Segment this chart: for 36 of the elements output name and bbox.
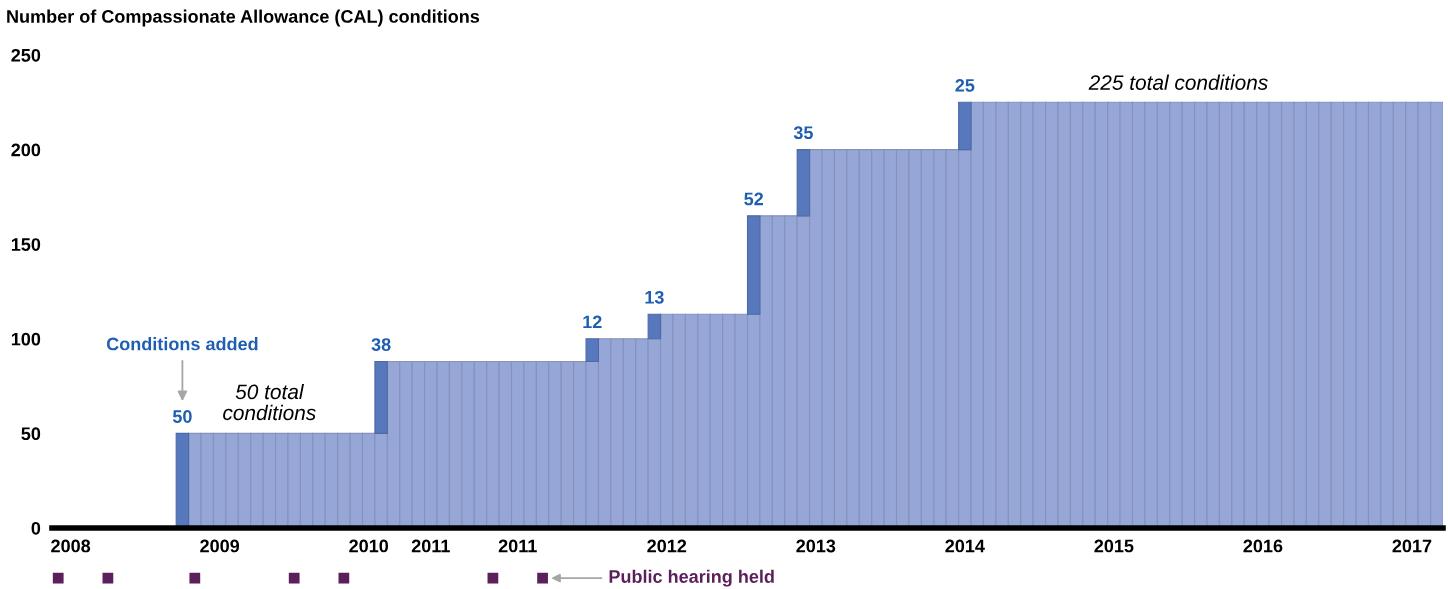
data-label: 50 (172, 410, 192, 423)
y-tick-label: 100 (11, 332, 41, 346)
x-tick-label: 2015 (1094, 539, 1134, 553)
x-tick-label: 2011 (498, 539, 537, 553)
data-label: 35 (793, 126, 813, 140)
x-tick-label: 2012 (647, 539, 687, 553)
x-tick-label: 2011 (411, 539, 450, 553)
y-tick-label: 200 (11, 143, 41, 157)
bar (958, 101, 972, 151)
annotation: 50 total conditions (223, 383, 316, 421)
annotation: Conditions added (106, 337, 258, 351)
bar (746, 215, 761, 315)
data-label: 25 (955, 79, 975, 92)
text: Public hearing held (609, 569, 774, 587)
x-tick-label: 2014 (945, 539, 985, 553)
x-tick-label: 2016 (1243, 539, 1283, 553)
x-tick-label: 2010 (349, 539, 389, 553)
bar (585, 338, 600, 363)
y-tick-label: 50 (21, 427, 41, 441)
y-tick-label: 250 (11, 48, 41, 62)
bar (647, 313, 662, 340)
x-tick-label: 2009 (200, 539, 240, 553)
data-label: 13 (645, 290, 664, 304)
x-tick-label: 2013 (796, 539, 836, 553)
bar (175, 432, 190, 528)
y-tick-label: 0 (31, 521, 41, 535)
bar (374, 360, 388, 434)
x-tick-label: 2008 (51, 539, 91, 553)
annotation: 225 total conditions (1088, 74, 1268, 90)
y-tick-label: 150 (11, 238, 41, 251)
data-label: 12 (583, 315, 602, 329)
x-tick-label: 2017 (1392, 539, 1432, 553)
chart-title: Number of Compassionate Allowance (CAL) conditions (7, 9, 480, 27)
bar (796, 149, 811, 217)
data-label: 52 (744, 192, 764, 206)
data-label: 38 (371, 338, 391, 352)
